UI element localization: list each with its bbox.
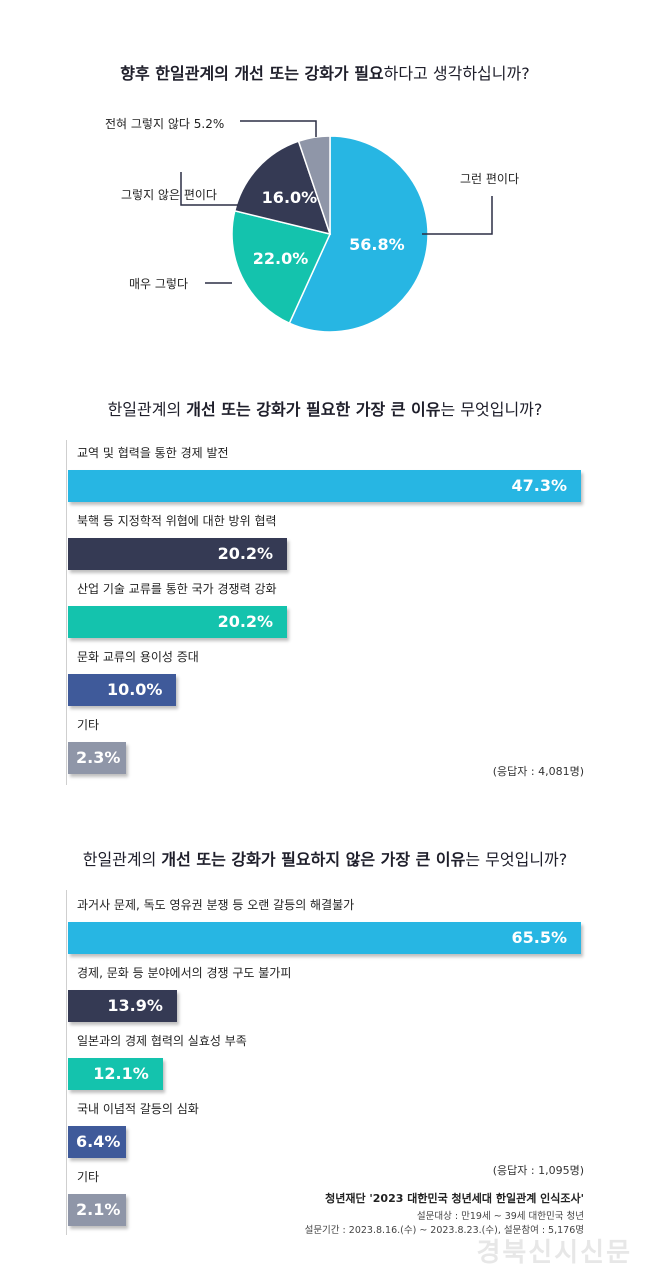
bar-chart-1-title: 한일관계의 개선 또는 강화가 필요한 가장 큰 이유는 무엇입니까? — [0, 396, 650, 420]
leader-line-agree — [422, 196, 493, 235]
pie-label-strongly-disagree-value: 5.2% — [193, 117, 225, 131]
pie-chart-title: 향후 한일관계의 개선 또는 강화가 필요하다고 생각하십니까? — [0, 60, 650, 84]
q3-title-c: 는 무엇입니까? — [465, 850, 568, 869]
bar-chart-2-title: 한일관계의 개선 또는 강화가 필요하지 않은 가장 큰 이유는 무엇입니까? — [0, 846, 650, 870]
reason-no-need-bar-3: 6.4% — [68, 1126, 126, 1158]
reason-need-bar-2: 20.2% — [68, 606, 288, 638]
reason-no-need-value-3: 6.4% — [76, 1132, 121, 1151]
bar-chart-1-axis-line — [66, 440, 67, 785]
pie-label-strongly-disagree: 전혀 그렇지 않다 5.2% — [105, 115, 224, 132]
reason-need-value-0: 47.3% — [511, 476, 567, 495]
reason-need-label-1: 북핵 등 지정학적 위협에 대한 방위 협력 — [77, 514, 277, 528]
reason-no-need-value-4: 2.1% — [76, 1200, 121, 1219]
reason-no-need-label-1: 경제, 문화 등 분야에서의 경쟁 구도 불가피 — [77, 966, 292, 980]
q2-title-c: 는 무엇입니까? — [440, 400, 543, 419]
bar-chart-2-respondents: (응답자 : 1,095명) — [492, 1164, 584, 1177]
reason-no-need-label-2: 일본과의 경제 협력의 실효성 부족 — [77, 1034, 247, 1048]
reason-no-need-label-4: 기타 — [77, 1170, 100, 1184]
reason-no-need-value-0: 65.5% — [511, 928, 567, 947]
reason-no-need-bar-2: 12.1% — [68, 1058, 163, 1090]
reason-no-need-bar-1: 13.9% — [68, 990, 177, 1022]
reason-need-label-2: 산업 기술 교류를 통한 국가 경쟁력 강화 — [77, 582, 277, 596]
reason-need-bar-4: 2.3% — [68, 742, 126, 774]
pie-chart: 56.8% 22.0% 16.0% — [180, 120, 493, 333]
pie-title-rest: 하다고 생각하십니까? — [383, 64, 530, 83]
survey-target: 설문대상 : 만19세 ~ 39세 대한민국 청년 — [416, 1211, 584, 1222]
pie-value-strongly-agree: 22.0% — [253, 249, 309, 268]
pie-label-agree: 그런 편이다 — [460, 172, 520, 186]
q3-title-b: 개선 또는 강화가 필요하지 않은 가장 큰 이유 — [161, 850, 466, 869]
bar-chart-2-axis-line — [66, 890, 67, 1235]
pie-value-agree: 56.8% — [349, 235, 405, 254]
reason-no-need-label-3: 국내 이념적 갈등의 심화 — [77, 1102, 199, 1116]
watermark: 경북신시신문 — [476, 1238, 632, 1268]
pie-label-disagree: 그렇지 않은 편이다 — [121, 188, 217, 202]
survey-source: 청년재단 '2023 대한민국 청년세대 한일관계 인식조사' — [325, 1192, 584, 1205]
leader-line-strongly-disagree — [240, 120, 317, 137]
reason-need-value-4: 2.3% — [76, 748, 121, 767]
reason-no-need-bar-4: 2.1% — [68, 1194, 126, 1226]
leader-line-disagree — [180, 172, 238, 206]
q2-title-b: 개선 또는 강화가 필요한 가장 큰 이유 — [186, 400, 441, 419]
reason-need-value-1: 20.2% — [217, 544, 274, 563]
reason-need-label-0: 교역 및 협력을 통한 경제 발전 — [77, 446, 229, 460]
reason-need-label-4: 기타 — [77, 718, 100, 732]
reason-need-bar-1: 20.2% — [68, 538, 288, 570]
reason-no-need-bar-0: 65.5% — [68, 922, 581, 954]
pie-value-disagree: 16.0% — [262, 188, 318, 207]
bar-chart-1-respondents: (응답자 : 4,081명) — [492, 765, 584, 778]
pie-slice-strongly-agree — [231, 209, 332, 325]
reason-no-need-value-2: 12.1% — [93, 1064, 149, 1083]
q3-title-a: 한일관계의 — [82, 850, 162, 869]
q2-title-a: 한일관계의 — [107, 400, 187, 419]
pie-title-bold: 향후 한일관계의 개선 또는 강화가 필요 — [120, 64, 384, 83]
pie-slice-strongly-disagree — [297, 135, 331, 235]
reason-no-need-label-0: 과거사 문제, 독도 영유권 분쟁 등 오랜 갈등의 해결불가 — [77, 898, 355, 912]
pie-slice-agree — [288, 135, 429, 333]
reason-need-bar-0: 47.3% — [68, 470, 581, 502]
reason-need-value-3: 10.0% — [106, 680, 163, 699]
reason-need-bar-3: 10.0% — [68, 674, 177, 706]
reason-no-need-value-1: 13.9% — [107, 996, 163, 1015]
reason-need-label-3: 문화 교류의 용이성 증대 — [77, 650, 199, 664]
pie-label-strongly-disagree-text: 전혀 그렇지 않다 — [105, 117, 190, 131]
pie-label-strongly-agree: 매우 그렇다 — [129, 277, 189, 291]
reason-need-value-2: 20.2% — [217, 612, 274, 631]
survey-period: 설문기간 : 2023.8.16.(수) ~ 2023.8.23.(수), 설문… — [304, 1225, 584, 1236]
